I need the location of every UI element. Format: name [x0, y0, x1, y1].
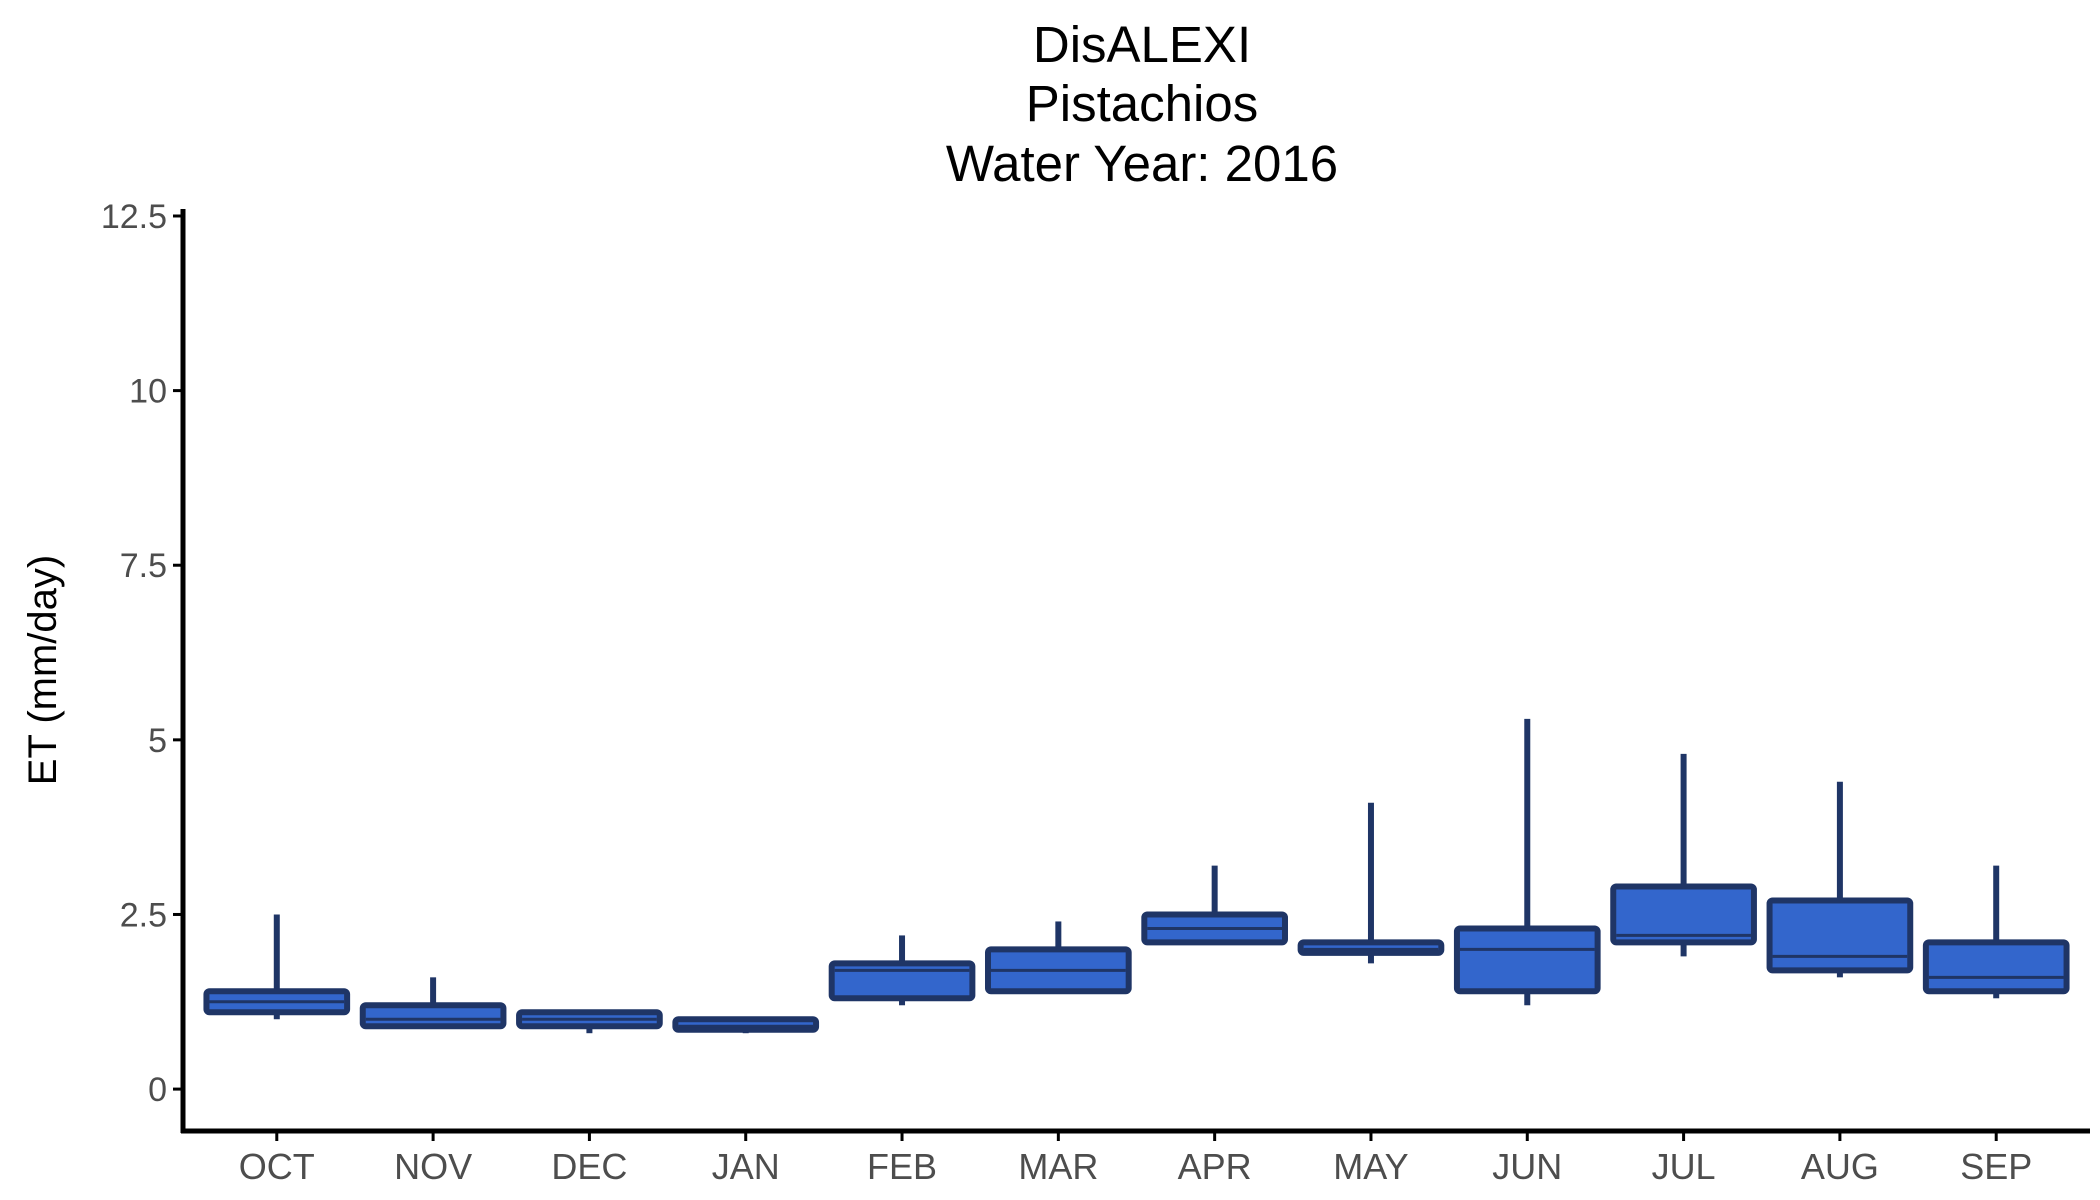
x-tick-label: FEB — [867, 1146, 937, 1187]
box-series — [203, 718, 2070, 1034]
y-axis-ticks: 0 2.5 5 7.5 10 12.5 — [101, 198, 183, 1109]
box-dec — [516, 1009, 663, 1034]
x-tick-label: JUL — [1652, 1146, 1716, 1187]
box-oct — [203, 914, 351, 1020]
chart-title-line-1: DisALEXI — [1033, 16, 1251, 73]
box-may — [1297, 802, 1445, 964]
x-tick-label: JUN — [1492, 1146, 1562, 1187]
box-body — [672, 1016, 820, 1033]
x-tick-label: JAN — [712, 1146, 780, 1187]
y-tick-label: 2.5 — [120, 896, 167, 934]
box-body — [359, 1002, 507, 1030]
x-tick-label: AUG — [1801, 1146, 1879, 1187]
y-tick-label: 10 — [129, 373, 167, 411]
x-tick-label: MAR — [1018, 1146, 1098, 1187]
x-tick-label: OCT — [239, 1146, 315, 1187]
x-tick-label: APR — [1178, 1146, 1252, 1187]
box-jun — [1453, 718, 1601, 1006]
box-nov — [359, 977, 507, 1030]
chart-title: DisALEXI Pistachios Water Year: 2016 — [946, 16, 1338, 192]
chart-title-line-2: Pistachios — [1026, 75, 1258, 132]
x-tick-label: MAY — [1333, 1146, 1408, 1187]
y-axis-title: ET (mm/day) — [21, 555, 65, 785]
y-tick-label: 5 — [148, 722, 167, 760]
box-body — [828, 960, 976, 1002]
box-jan — [672, 1016, 820, 1034]
box-body — [1453, 925, 1601, 995]
x-tick-label: SEP — [1960, 1146, 2032, 1187]
y-tick-label: 12.5 — [101, 198, 167, 236]
x-tick-label: DEC — [551, 1146, 627, 1187]
box-feb — [828, 935, 976, 1006]
box-body — [1297, 939, 1445, 956]
box-mar — [985, 921, 1132, 995]
box-aug — [1766, 781, 1914, 978]
box-jul — [1610, 753, 1757, 957]
box-body — [1922, 939, 2070, 995]
x-tick-label: NOV — [394, 1146, 472, 1187]
chart-title-line-3: Water Year: 2016 — [946, 135, 1338, 192]
box-sep — [1922, 865, 2070, 999]
x-axis-ticks: OCT NOV DEC JAN FEB MAR APR MAY JUN JUL AUG SEP — [239, 1131, 2032, 1187]
box-body — [1766, 897, 1914, 974]
box-apr — [1141, 865, 1288, 946]
y-tick-label: 7.5 — [120, 547, 167, 585]
y-tick-label: 0 — [148, 1071, 167, 1109]
box-body — [1610, 883, 1757, 946]
